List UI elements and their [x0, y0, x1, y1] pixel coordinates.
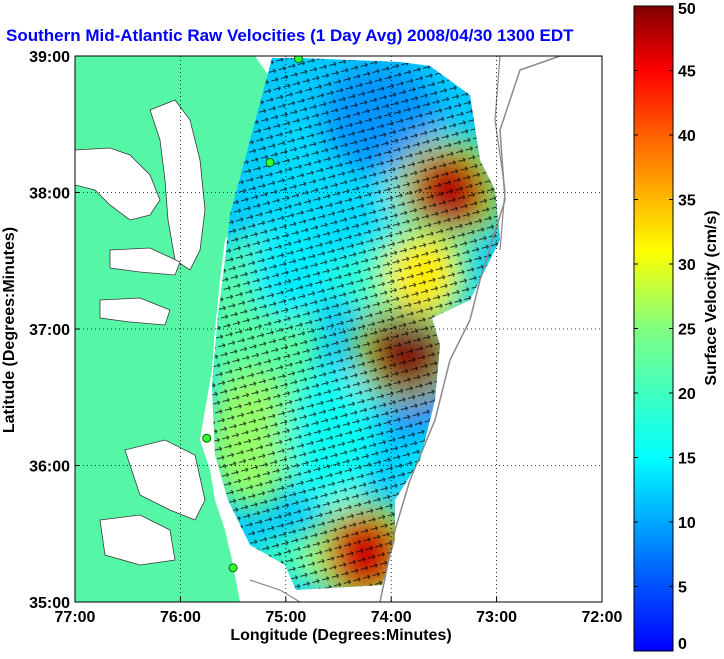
- grid-lines: [75, 56, 602, 602]
- station-marker: [202, 433, 212, 443]
- x-axis-label: Longitude (Degrees:Minutes): [230, 627, 451, 644]
- colorbar-gradient: [633, 5, 674, 652]
- station-marker: [293, 56, 303, 64]
- colorbar-tick-label: 10: [678, 515, 696, 532]
- colorbar-tick-label: 5: [678, 580, 687, 597]
- colorbar-tick-label: 35: [678, 193, 696, 210]
- y-tick-label: 36:00: [29, 459, 70, 476]
- plot-area: [75, 56, 602, 602]
- colorbar-ticks: 0 5 10 15 20 25 30 35 40 45 50: [634, 1, 696, 653]
- x-tick-label: 75:00: [265, 609, 306, 626]
- x-tick-labels: 77:00 76:00 75:00 74:00 73:00 72:00: [55, 597, 623, 626]
- colorbar-tick-label: 20: [678, 386, 696, 403]
- x-tick-label: 77:00: [55, 609, 96, 626]
- y-tick-label: 38:00: [29, 186, 70, 203]
- y-tick-label: 37:00: [29, 322, 70, 339]
- x-tick-label: 72:00: [582, 609, 623, 626]
- y-tick-label: 35:00: [29, 595, 70, 612]
- station-marker: [228, 563, 238, 573]
- colorbar-label: Surface Velocity (cm/s): [703, 210, 720, 385]
- colorbar-tick-label: 15: [678, 451, 696, 468]
- station-marker: [265, 157, 275, 167]
- chart-title: Southern Mid-Atlantic Raw Velocities (1 …: [6, 26, 574, 45]
- vector-arrows: [212, 58, 500, 590]
- x-tick-label: 73:00: [476, 609, 517, 626]
- coastline-bathymetry: [75, 56, 602, 602]
- x-tick-label: 74:00: [371, 609, 412, 626]
- colorbar: 0 5 10 15 20 25 30 35 40 45 50 Surface Velocity (c…: [633, 1, 720, 653]
- y-tick-label: 39:00: [29, 49, 70, 66]
- x-tick-label: 76:00: [160, 609, 201, 626]
- colorbar-tick-label: 40: [678, 128, 696, 145]
- colorbar-tick-label: 25: [678, 322, 696, 339]
- colorbar-tick-label: 0: [678, 636, 687, 653]
- colorbar-tick-label: 45: [678, 64, 696, 81]
- stations: [202, 56, 303, 573]
- y-tick-labels: 35:00 36:00 37:00 38:00 39:00: [29, 49, 80, 612]
- colorbar-tick-label: 50: [678, 1, 696, 18]
- y-axis-label: Latitude (Degrees:Minutes): [1, 227, 18, 433]
- colorbar-tick-label: 30: [678, 257, 696, 274]
